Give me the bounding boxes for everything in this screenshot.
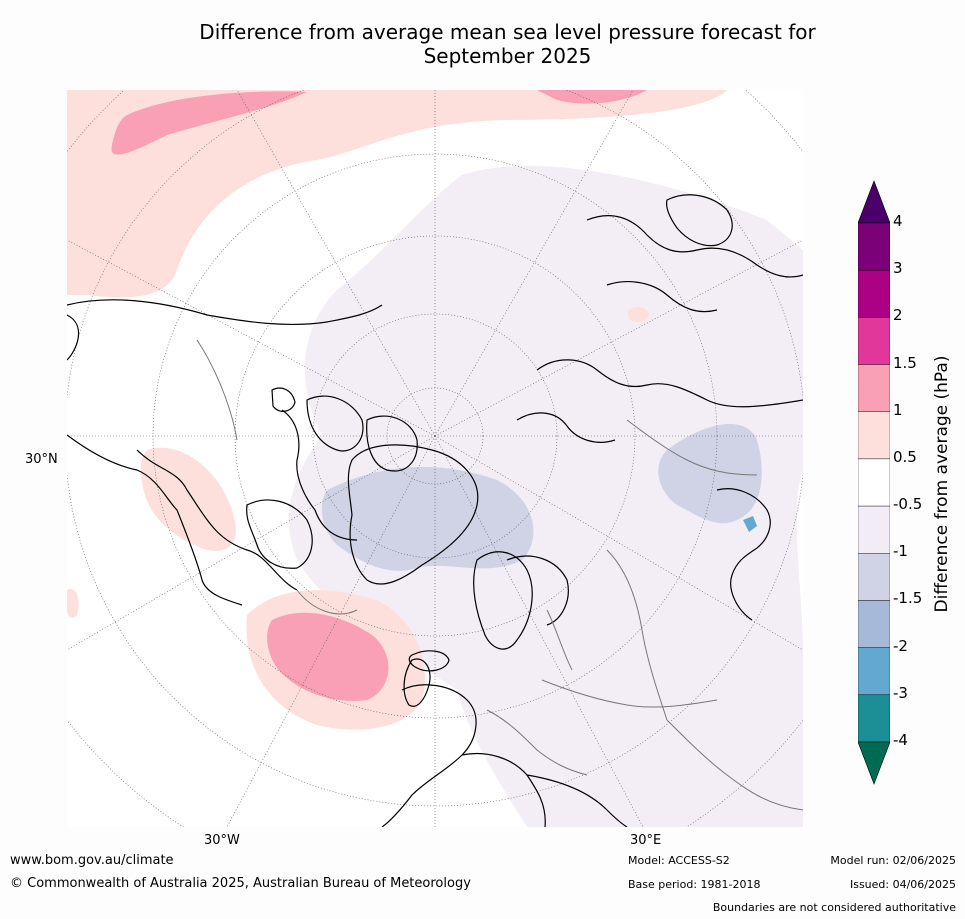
colorbar-swatch	[858, 553, 890, 601]
meridian-line	[67, 435, 436, 651]
colorbar-swatch	[858, 458, 890, 507]
coastline-british-isles	[403, 658, 431, 707]
boundary-line	[196, 339, 238, 441]
coastlines	[67, 194, 803, 827]
boundary-line	[606, 549, 668, 721]
footer-issued: Issued: 04/06/2025	[849, 878, 956, 891]
boundary-line	[626, 419, 758, 476]
footer-model-run: Model run: 02/06/2025	[830, 854, 956, 867]
colorbar-title: Difference from average (hPa)	[932, 355, 952, 613]
meridian-line	[434, 435, 644, 827]
coastline-scandinavia	[473, 551, 569, 650]
boundary-line	[546, 609, 573, 671]
country-boundaries	[196, 339, 803, 811]
colorbar-tick-label: -1.5	[893, 589, 923, 608]
colorbar-tick-label: -0.5	[893, 495, 923, 514]
colorbar-swatch	[858, 411, 890, 460]
longitude-label-30w: 30°W	[204, 833, 240, 848]
colorbar-tick-label: 4	[893, 212, 903, 230]
colorbar-swatch	[858, 694, 890, 743]
colorbar-tick-label: 2	[893, 306, 903, 325]
anomaly-moderate-positive-atlantic	[267, 612, 389, 701]
colorbar-swatch	[858, 222, 890, 271]
title-line-1: Difference from average mean sea level p…	[199, 20, 816, 44]
title-line-2: September 2025	[423, 44, 592, 68]
latitude-label-30n: 30°N	[25, 452, 58, 467]
chart-title: Difference from average mean sea level p…	[0, 20, 965, 68]
footer-disclaimer: Boundaries are not considered authoritat…	[712, 901, 956, 914]
meridian-line	[434, 239, 803, 437]
colorbar-bottom-arrow	[858, 741, 890, 785]
anomaly-moderate-positive-north	[537, 90, 647, 104]
coastline-greenland	[347, 444, 479, 585]
meridian-line	[434, 435, 803, 651]
meridian-line	[434, 90, 634, 437]
coastline-russia-north	[516, 359, 803, 443]
coastline-europe	[381, 684, 628, 827]
colorbar-swatch	[858, 647, 890, 696]
colorbar-tick-label: 0.5	[893, 447, 917, 466]
coastline-far-east-asia	[716, 488, 771, 621]
coastline-hudson	[246, 499, 313, 569]
footer-model: Model: ACCESS-S2	[628, 854, 730, 867]
anomaly-moderate-negative-arctic	[321, 466, 534, 571]
anomaly-weak-positive-edge	[67, 589, 79, 618]
coastline-canada-north	[67, 434, 243, 606]
colorbar-swatch	[858, 364, 890, 412]
coastline-arctic-islands	[271, 387, 418, 472]
colorbar-tick-label: -4	[893, 731, 908, 749]
footer-website: www.bom.gov.au/climate	[10, 853, 174, 868]
anomaly-weak-positive-pacific	[67, 90, 727, 298]
colorbar-swatch	[858, 317, 890, 365]
boundary-line	[486, 709, 588, 776]
colorbar-top-arrow	[858, 180, 890, 224]
colorbar-swatch	[858, 600, 890, 648]
latitude-circle-60n	[234, 235, 636, 637]
colorbar-tick-label: 1	[893, 400, 903, 419]
boundary-line	[666, 719, 803, 811]
coastline-kamchatka	[665, 194, 733, 247]
footer-base-period: Base period: 1981-2018	[628, 878, 761, 891]
map-svg	[67, 90, 803, 827]
colorbar-swatch	[858, 505, 890, 554]
colorbar-tick-label: -3	[893, 683, 908, 702]
meridian-line	[67, 239, 436, 437]
coastline-siberia-east	[586, 215, 803, 313]
colorbar-swatch	[858, 269, 890, 318]
coastline-iceland	[408, 650, 450, 672]
colorbar-tick-label: -1	[893, 542, 908, 561]
anomaly-weak-positive-spot	[627, 306, 649, 322]
anomaly-moderate-positive-pacific	[111, 91, 307, 155]
footer-copyright: © Commonwealth of Australia 2025, Austra…	[10, 876, 471, 891]
colorbar-tick-label: 3	[893, 259, 903, 278]
coastline-alaska-canada	[67, 299, 383, 591]
colorbar-tick-label: -2	[893, 636, 908, 655]
meridian-line	[226, 435, 436, 827]
graticule	[67, 90, 803, 827]
boundary-line	[296, 589, 358, 615]
meridian-line	[236, 90, 436, 437]
longitude-label-30e: 30°E	[630, 833, 662, 848]
latitude-circle-70n	[312, 313, 558, 559]
anomaly-strong-negative-spot	[743, 516, 757, 532]
boundary-line	[541, 679, 718, 708]
colorbar	[858, 180, 890, 785]
anomaly-moderate-negative-siberia	[658, 423, 762, 524]
map-panel	[67, 90, 803, 827]
colorbar-tick-label: 1.5	[893, 353, 917, 372]
